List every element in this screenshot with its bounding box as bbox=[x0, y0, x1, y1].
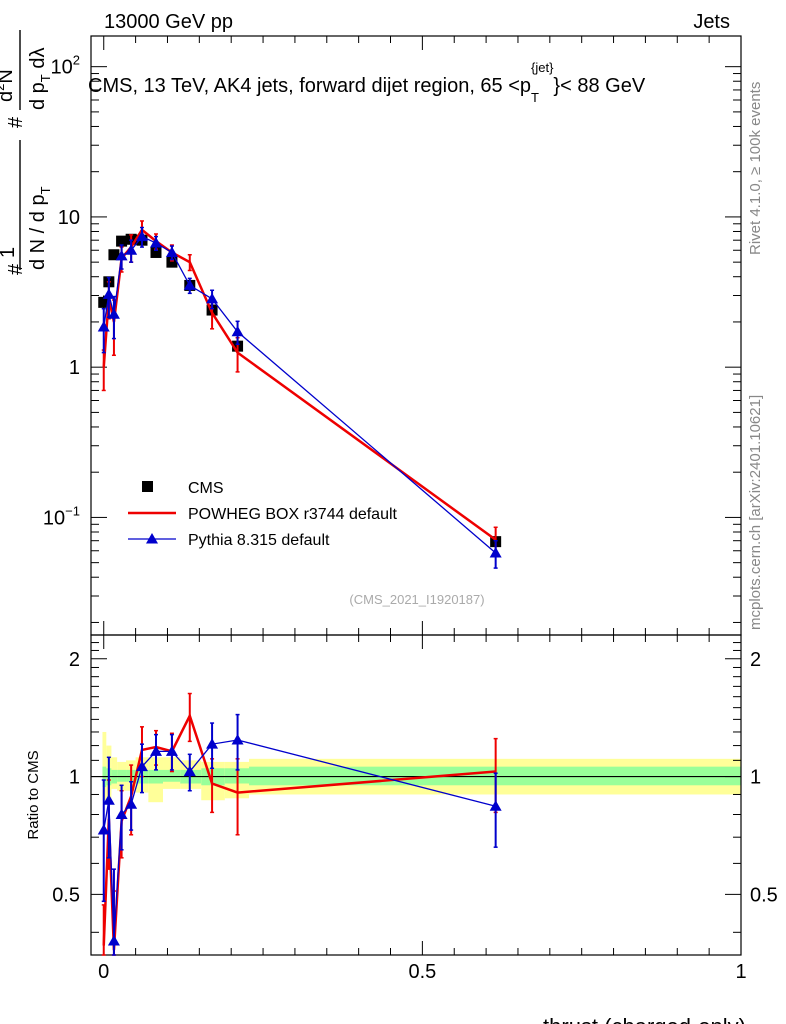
analysis-reference: (CMS_2021_I1920187) bbox=[349, 592, 484, 607]
pythia-ratio-point bbox=[183, 765, 196, 777]
pythia-data-point bbox=[489, 546, 502, 558]
legend-label: Pythia 8.315 default bbox=[188, 532, 330, 549]
pythia-data-point bbox=[125, 244, 138, 255]
legend-label: POWHEG BOX r3744 default bbox=[188, 506, 398, 523]
pythia-data-point bbox=[115, 249, 128, 261]
ratio-y-tick-label-right: 1 bbox=[750, 767, 761, 789]
ratio-y-tick-label-left: 0.5 bbox=[52, 884, 80, 906]
pythia-ratio-point bbox=[135, 760, 148, 772]
pythia-ratio-point bbox=[150, 745, 162, 756]
plot-title: CMS, 13 TeV, AK4 jets, forward dijet reg… bbox=[88, 60, 646, 105]
svg-text:1: 1 bbox=[0, 247, 19, 258]
ratio-y-tick-label-left: 1 bbox=[69, 767, 80, 789]
pythia-data-point bbox=[165, 246, 178, 257]
pythia-ratio-point bbox=[125, 798, 138, 809]
pythia-data-point bbox=[107, 308, 120, 319]
legend-label: CMS bbox=[188, 480, 224, 497]
top-y-tick-label: 102 bbox=[51, 53, 80, 79]
pythia-data-point bbox=[97, 321, 110, 332]
ratio-y-tick-label-right: 2 bbox=[750, 649, 761, 671]
cms-data-point bbox=[166, 256, 178, 268]
rivet-version-label: Rivet 4.1.0, ≥ 100k events bbox=[747, 82, 764, 255]
ratio-band-outer-0 bbox=[102, 731, 107, 801]
ratio-y-axis-label: Ratio to CMS bbox=[25, 750, 42, 839]
cms-data-point bbox=[98, 296, 110, 308]
svg-text:d pT dλ: d pT dλ bbox=[27, 48, 53, 110]
top-y-tick-label: 10 bbox=[58, 207, 80, 229]
x-tick-label: 0.5 bbox=[408, 961, 436, 983]
legend-cms-marker bbox=[142, 481, 153, 492]
pythia-data-point bbox=[150, 237, 162, 248]
pythia-data-point bbox=[102, 288, 115, 299]
x-tick-label: 0 bbox=[98, 961, 109, 983]
pythia-ratio-point bbox=[107, 935, 120, 946]
top-y-tick-label: 1 bbox=[69, 357, 80, 379]
x-axis-label: thrust (charged-only) bbox=[543, 1014, 746, 1024]
pythia-data-point bbox=[135, 230, 148, 242]
pythia-ratio-point bbox=[102, 794, 115, 805]
top-y-axis-label: # 1 d N / d pT # d2N d pT dλ bbox=[0, 30, 53, 275]
cms-data-point bbox=[108, 249, 120, 261]
svg-text:#: # bbox=[5, 263, 27, 275]
pythia-ratio-line bbox=[103, 739, 496, 942]
pythia-ratio-point bbox=[231, 734, 244, 745]
ratio-y-tick-label-left: 2 bbox=[69, 649, 80, 671]
ratio-plot-frame bbox=[90, 634, 742, 956]
cms-data-point bbox=[150, 246, 162, 258]
header-right: Jets bbox=[693, 11, 730, 33]
pythia-ratio-point bbox=[206, 738, 219, 749]
pythia-data-point bbox=[231, 325, 244, 337]
top-y-tick-label: 10−1 bbox=[43, 503, 80, 529]
x-tick-label: 1 bbox=[735, 961, 746, 983]
header-left: 13000 GeV pp bbox=[104, 11, 233, 33]
pythia-ratio-point bbox=[115, 808, 128, 819]
pythia-ratio-point bbox=[165, 745, 178, 756]
pythia-ratio-point bbox=[97, 824, 110, 835]
svg-text:#: # bbox=[5, 116, 27, 128]
svg-text:d2N: d2N bbox=[0, 69, 17, 102]
pythia-ratio-point bbox=[489, 800, 502, 811]
pythia-data-point bbox=[183, 279, 196, 290]
ratio-y-tick-label-right: 0.5 bbox=[750, 884, 778, 906]
legend-pythia-marker bbox=[146, 533, 158, 544]
pythia-data-point bbox=[206, 292, 219, 304]
ratio-band-inner-7 bbox=[163, 769, 181, 782]
mcplots-reference-label: mcplots.cern.ch [arXiv:2401.10621] bbox=[747, 395, 764, 630]
ratio-band-inner-3 bbox=[117, 769, 127, 782]
svg-text:d N / d pT: d N / d pT bbox=[27, 186, 53, 270]
cms-data-point bbox=[116, 235, 128, 247]
